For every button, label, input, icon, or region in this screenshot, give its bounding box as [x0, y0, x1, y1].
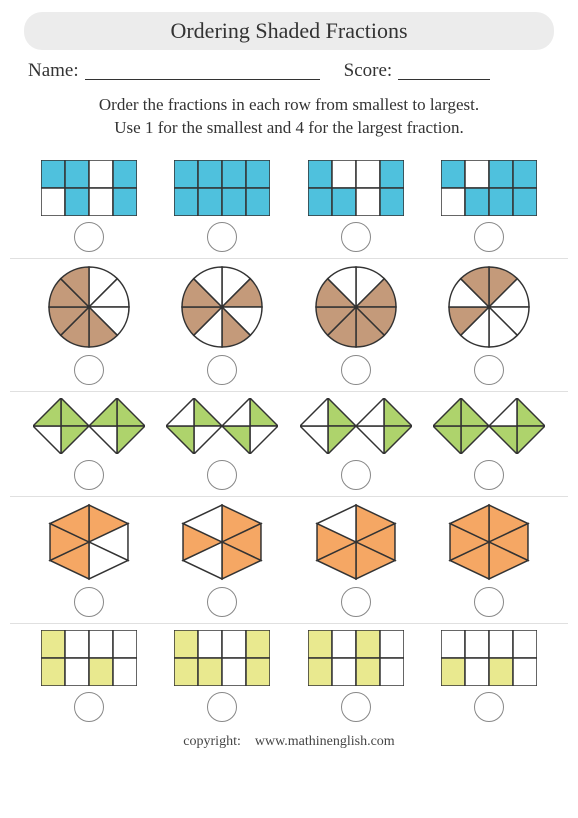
- fraction-cell: [441, 630, 537, 722]
- instructions-line-1: Order the fractions in each row from sma…: [10, 94, 568, 117]
- name-input-line[interactable]: [85, 79, 320, 80]
- fraction-shape: [174, 630, 270, 686]
- fraction-shape: [33, 398, 145, 454]
- fraction-row: [10, 154, 568, 259]
- answer-input-circle[interactable]: [74, 222, 104, 252]
- answer-input-circle[interactable]: [474, 460, 504, 490]
- answer-input-circle[interactable]: [341, 587, 371, 617]
- answer-input-circle[interactable]: [207, 460, 237, 490]
- fraction-cell: [300, 398, 412, 490]
- fraction-row: [10, 392, 568, 497]
- fraction-cell: [308, 160, 404, 252]
- fraction-cell: [174, 160, 270, 252]
- fraction-shape: [41, 630, 137, 686]
- fraction-cell: [447, 265, 531, 385]
- footer-site: www.mathinenglish.com: [255, 734, 395, 749]
- answer-input-circle[interactable]: [341, 692, 371, 722]
- fraction-row: [10, 624, 568, 728]
- answer-input-circle[interactable]: [341, 222, 371, 252]
- worksheet-rows: [10, 154, 568, 728]
- answer-input-circle[interactable]: [207, 355, 237, 385]
- fraction-shape: [308, 160, 404, 216]
- fraction-shape: [172, 503, 272, 581]
- fraction-cell: [172, 503, 272, 617]
- fraction-shape: [166, 398, 278, 454]
- fraction-shape: [174, 160, 270, 216]
- answer-input-circle[interactable]: [74, 692, 104, 722]
- instructions-line-2: Use 1 for the smallest and 4 for the lar…: [10, 117, 568, 140]
- fraction-cell: [314, 265, 398, 385]
- answer-input-circle[interactable]: [474, 222, 504, 252]
- answer-input-circle[interactable]: [207, 692, 237, 722]
- fraction-shape: [314, 265, 398, 349]
- fraction-shape: [39, 503, 139, 581]
- answer-input-circle[interactable]: [341, 355, 371, 385]
- fraction-cell: [41, 160, 137, 252]
- fraction-cell: [47, 265, 131, 385]
- fraction-shape: [180, 265, 264, 349]
- fraction-shape: [439, 503, 539, 581]
- name-score-row: Name: Score:: [28, 60, 550, 82]
- score-label: Score:: [344, 60, 393, 82]
- fraction-cell: [439, 503, 539, 617]
- fraction-cell: [180, 265, 264, 385]
- answer-input-circle[interactable]: [207, 587, 237, 617]
- instructions: Order the fractions in each row from sma…: [10, 94, 568, 140]
- fraction-shape: [306, 503, 406, 581]
- fraction-row: [10, 259, 568, 392]
- footer: copyright: www.mathinenglish.com: [10, 734, 568, 750]
- answer-input-circle[interactable]: [474, 355, 504, 385]
- fraction-cell: [41, 630, 137, 722]
- answer-input-circle[interactable]: [474, 692, 504, 722]
- fraction-cell: [166, 398, 278, 490]
- fraction-shape: [41, 160, 137, 216]
- name-label: Name:: [28, 60, 79, 82]
- fraction-cell: [433, 398, 545, 490]
- fraction-shape: [441, 630, 537, 686]
- fraction-shape: [300, 398, 412, 454]
- fraction-cell: [306, 503, 406, 617]
- fraction-shape: [441, 160, 537, 216]
- answer-input-circle[interactable]: [341, 460, 371, 490]
- footer-copyright-label: copyright:: [183, 734, 241, 749]
- fraction-shape: [433, 398, 545, 454]
- fraction-cell: [174, 630, 270, 722]
- fraction-cell: [33, 398, 145, 490]
- fraction-shape: [308, 630, 404, 686]
- score-input-line[interactable]: [398, 79, 490, 80]
- fraction-cell: [308, 630, 404, 722]
- fraction-cell: [441, 160, 537, 252]
- fraction-shape: [47, 265, 131, 349]
- fraction-cell: [39, 503, 139, 617]
- answer-input-circle[interactable]: [207, 222, 237, 252]
- answer-input-circle[interactable]: [74, 355, 104, 385]
- answer-input-circle[interactable]: [474, 587, 504, 617]
- page-title: Ordering Shaded Fractions: [24, 12, 554, 50]
- fraction-row: [10, 497, 568, 624]
- answer-input-circle[interactable]: [74, 587, 104, 617]
- fraction-shape: [447, 265, 531, 349]
- answer-input-circle[interactable]: [74, 460, 104, 490]
